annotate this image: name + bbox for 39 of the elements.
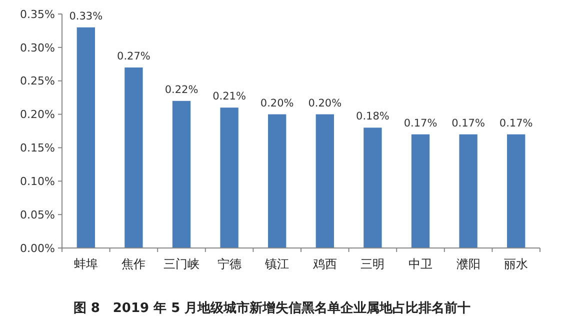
bar [411,134,430,248]
y-tick-label: 0.20% [20,108,55,122]
x-tick-label: 三明 [360,257,385,271]
data-label: 0.27% [117,50,150,62]
bar [316,114,334,248]
y-tick-label: 0.35% [20,8,55,21]
x-tick-label: 鸡西 [312,257,337,271]
y-tick-label: 0.05% [20,208,55,222]
y-tick-label: 0.25% [20,74,55,88]
data-label: 0.22% [164,84,198,96]
bar [364,128,382,248]
x-tick-label: 宁德 [217,257,242,271]
bar [220,108,238,248]
y-tick-label: 0.30% [20,41,55,54]
bar [507,134,526,248]
x-tick-label: 中卫 [408,257,432,271]
data-label: 0.17% [404,117,438,130]
x-tick-label: 镇江 [264,257,290,271]
x-tick-label: 三门峡 [164,257,200,271]
data-label: 0.20% [260,97,294,110]
bar [76,27,95,248]
text: 图 8 2019 年 5 月地级城市新增失信黑名单企业属地占比排名前十 [73,300,471,316]
y-tick-label: 0.00% [20,242,55,255]
bar [124,67,143,248]
x-tick-label: 濮阳 [456,257,480,271]
data-label: 0.33% [69,10,103,22]
data-label: 0.17% [452,117,485,130]
data-label: 0.18% [356,110,390,123]
bar [459,134,478,248]
y-tick-label: 0.15% [20,142,55,155]
x-tick-label: 蚌埠 [74,257,98,271]
x-tick-label: 丽水 [504,257,528,271]
y-tick-label: 0.10% [20,174,55,188]
bar [172,100,191,248]
data-label: 0.20% [308,97,342,110]
data-label: 0.17% [499,117,533,130]
x-tick-label: 焦作 [122,257,146,271]
bar [268,114,286,248]
data-label: 0.21% [212,90,246,103]
